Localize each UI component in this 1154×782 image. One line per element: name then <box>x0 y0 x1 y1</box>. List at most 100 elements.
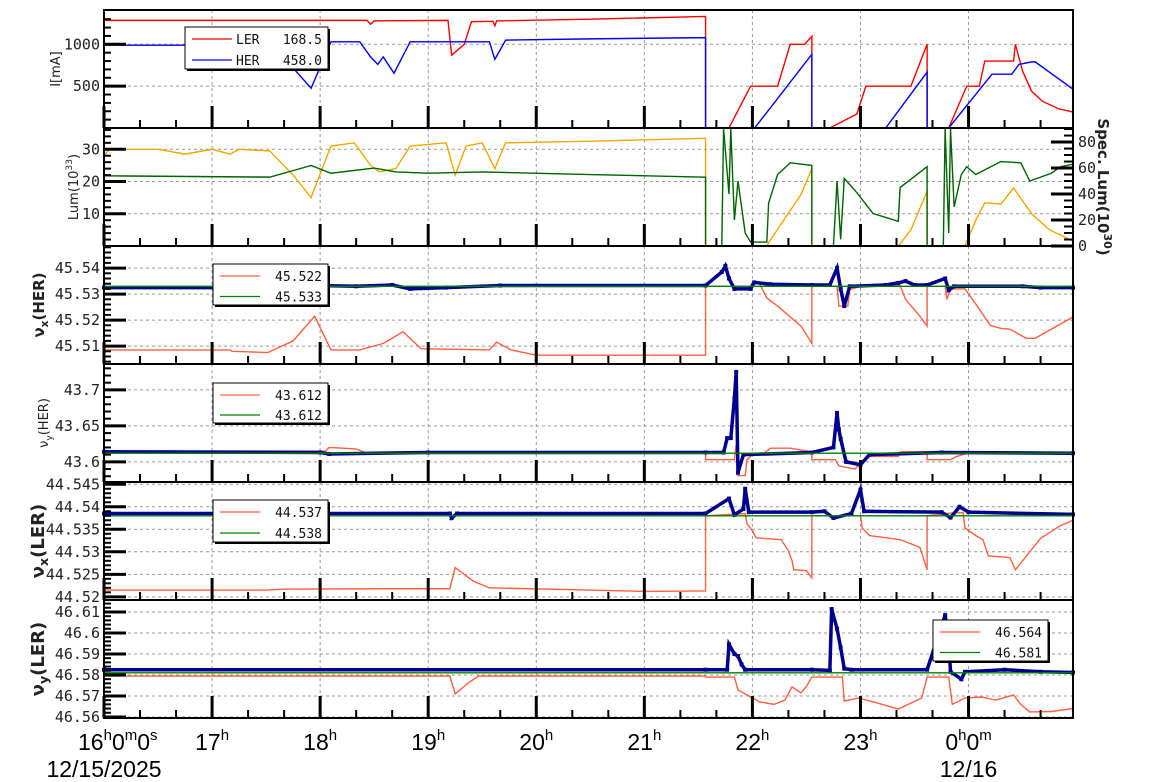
data-point <box>1002 667 1007 672</box>
x-tick-number: 0 <box>966 729 979 755</box>
legend-value: 46.564 <box>995 626 1042 641</box>
data-point <box>746 510 751 515</box>
x-tick-unit: h <box>958 727 966 744</box>
x-tick-number: 0 <box>137 729 150 755</box>
data-point <box>1038 669 1043 674</box>
legend-value: 46.581 <box>995 647 1042 662</box>
data-point <box>948 669 953 674</box>
y-tick-label: 44.525 <box>46 565 100 583</box>
y-label-main: ν <box>37 441 52 448</box>
y-tick-label: 30 <box>82 140 100 158</box>
y-axis-label: νy(HER) <box>37 398 55 448</box>
y-tick-label: 45.53 <box>55 285 100 303</box>
y-tick-label: 44.535 <box>46 520 100 538</box>
data-point <box>703 283 708 288</box>
y-axis-label: I[mA] <box>49 51 64 87</box>
data-point <box>390 282 395 287</box>
data-point <box>768 282 773 287</box>
y-label-main: I[mA] <box>49 51 64 87</box>
x-tick-unit: h <box>653 727 661 744</box>
series-line-0-0 <box>104 15 1074 129</box>
legend-value: 43.612 <box>275 409 322 424</box>
legend-label: LER <box>236 33 260 48</box>
data-point <box>725 667 730 672</box>
legend-value: 458.0 <box>283 54 322 69</box>
data-point <box>732 651 737 656</box>
data-point <box>849 511 854 516</box>
data-point <box>827 282 832 287</box>
y-tick-label: 45.52 <box>55 311 100 329</box>
y2-label-main: Spec. Lum(10 <box>1094 118 1112 233</box>
legend-box <box>212 263 329 306</box>
y2-label-sup: 30 <box>1101 233 1114 249</box>
data-point <box>829 607 834 612</box>
data-point <box>831 516 836 521</box>
data-point <box>943 276 948 281</box>
data-point <box>743 667 748 672</box>
data-point <box>957 504 962 509</box>
data-point <box>838 645 843 650</box>
data-point <box>867 452 872 457</box>
data-point <box>735 654 740 659</box>
data-point <box>741 507 746 512</box>
data-point <box>703 667 708 672</box>
y-axis-label: Lum(1033) <box>65 154 82 220</box>
x-tick-unit: h <box>545 727 553 744</box>
data-point <box>883 282 888 287</box>
data-point <box>455 511 460 516</box>
y-tick-label: 43.6 <box>64 453 100 471</box>
data-point <box>723 264 728 269</box>
y-label-main: ν <box>28 684 49 696</box>
data-point <box>835 626 840 631</box>
data-point <box>721 450 726 455</box>
y-tick-label: 44.545 <box>46 475 100 493</box>
x-tick-unit: s <box>150 727 158 744</box>
data-point <box>444 285 449 290</box>
x-tick-label: 21h <box>627 727 661 755</box>
x-tick-number: 0 <box>945 729 958 755</box>
data-point <box>835 266 840 271</box>
data-point <box>966 510 971 515</box>
y-tick-label: 45.54 <box>55 259 100 277</box>
x-tick-unit: h <box>329 727 337 744</box>
x-date-label: 12/15/2025 <box>46 756 161 782</box>
data-point <box>732 396 737 401</box>
data-point <box>836 427 841 432</box>
data-point <box>809 667 814 672</box>
data-point <box>925 667 930 672</box>
x-tick-label: 23h <box>843 727 877 755</box>
y-label-rest: (HER) <box>30 272 48 320</box>
y-tick-label: 46.58 <box>55 666 100 684</box>
data-point <box>822 509 827 514</box>
data-point <box>327 451 332 456</box>
data-point <box>726 276 731 281</box>
legend-value: 44.537 <box>275 506 322 521</box>
data-point <box>943 613 948 618</box>
legend-box <box>212 382 329 424</box>
data-point <box>809 510 814 515</box>
x-tick-label: 18h <box>303 727 337 755</box>
legend-label: HER <box>236 54 260 69</box>
series-line-5-0 <box>104 675 1074 713</box>
data-point <box>752 280 757 285</box>
data-point <box>827 668 832 673</box>
data-point <box>426 450 431 455</box>
x-tick-number: 16 <box>78 729 104 755</box>
series-line-3-1 <box>103 371 1074 474</box>
series-line-1-1 <box>103 128 1074 247</box>
y-label-main: Lum(10 <box>67 171 82 221</box>
x-tick-unit: m <box>125 727 138 744</box>
x-tick-label: 16h0m0s <box>78 727 158 755</box>
x-tick-unit: m <box>979 727 992 744</box>
data-point <box>948 515 953 520</box>
y2-tick-label: 0 <box>1078 237 1087 255</box>
data-point <box>726 496 731 501</box>
data-point <box>735 470 740 475</box>
y-label-sup: 33 <box>65 159 75 171</box>
data-point <box>862 509 867 514</box>
data-point <box>741 452 746 457</box>
y-tick-label: 46.6 <box>64 624 100 642</box>
data-point <box>959 677 964 682</box>
x-tick-number: 23 <box>843 729 869 755</box>
